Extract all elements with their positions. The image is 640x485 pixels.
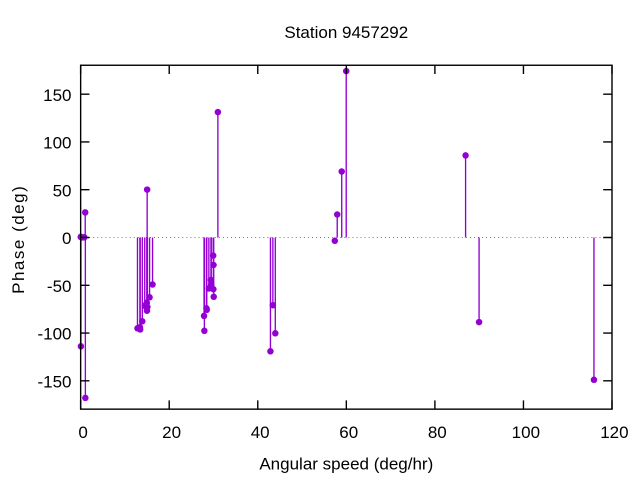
svg-text:-100: -100: [37, 325, 71, 344]
svg-text:100: 100: [43, 134, 71, 153]
svg-text:20: 20: [162, 423, 181, 442]
svg-text:100: 100: [512, 423, 540, 442]
svg-text:Angular speed (deg/hr): Angular speed (deg/hr): [259, 455, 433, 474]
svg-text:120: 120: [600, 423, 628, 442]
svg-text:Phase (deg): Phase (deg): [9, 185, 28, 294]
svg-text:40: 40: [251, 423, 270, 442]
svg-text:0: 0: [62, 229, 71, 248]
svg-text:-150: -150: [37, 372, 71, 391]
svg-text:0: 0: [78, 423, 87, 442]
svg-text:50: 50: [53, 181, 72, 200]
svg-text:60: 60: [339, 423, 358, 442]
svg-text:150: 150: [43, 86, 71, 105]
svg-text:Station 9457292: Station 9457292: [284, 23, 408, 42]
svg-text:-50: -50: [47, 277, 72, 296]
svg-text:80: 80: [428, 423, 447, 442]
